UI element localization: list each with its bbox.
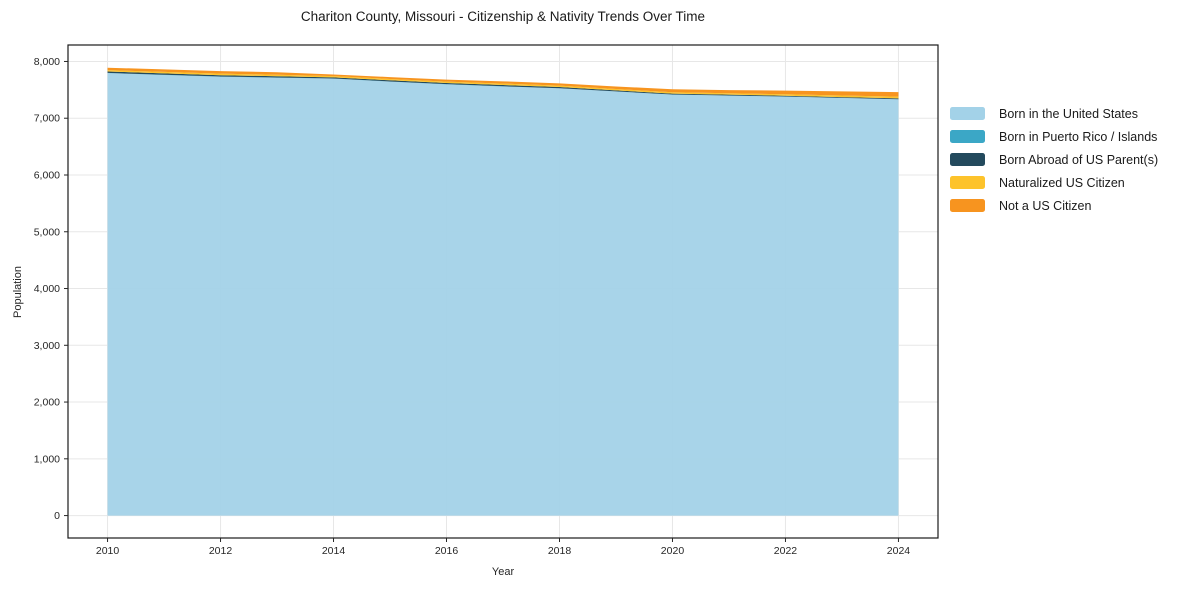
y-axis-label: Population bbox=[12, 266, 24, 318]
y-tick-label: 7,000 bbox=[34, 113, 60, 125]
area-series-3 bbox=[107, 70, 899, 99]
legend-item-2: Born Abroad of US Parent(s) bbox=[950, 148, 1158, 171]
y-tick-label: 1,000 bbox=[34, 453, 60, 465]
x-tick-label: 2024 bbox=[887, 545, 911, 557]
x-tick-label: 2010 bbox=[96, 545, 120, 557]
area-series-1 bbox=[107, 72, 899, 100]
y-tick-label: 5,000 bbox=[34, 226, 60, 238]
legend-item-1: Born in Puerto Rico / Islands bbox=[950, 125, 1158, 148]
x-tick-label: 2014 bbox=[322, 545, 346, 557]
plot-border bbox=[67, 44, 939, 539]
legend-swatch-icon bbox=[950, 107, 985, 120]
legend-item-3: Naturalized US Citizen bbox=[950, 171, 1158, 194]
y-tick-label: 8,000 bbox=[34, 56, 60, 68]
area-series-2 bbox=[107, 71, 899, 100]
legend-label: Born in the United States bbox=[999, 106, 1138, 121]
y-tick-label: 2,000 bbox=[34, 397, 60, 409]
legend-swatch-icon bbox=[950, 153, 985, 166]
legend-label: Not a US Citizen bbox=[999, 198, 1092, 213]
area-series-0 bbox=[107, 73, 899, 516]
legend-label: Naturalized US Citizen bbox=[999, 175, 1125, 190]
y-tick-label: 3,000 bbox=[34, 340, 60, 352]
legend-label: Born in Puerto Rico / Islands bbox=[999, 129, 1158, 144]
x-tick-label: 2016 bbox=[435, 545, 459, 557]
legend-swatch-icon bbox=[950, 199, 985, 212]
x-axis-label: Year bbox=[491, 566, 515, 578]
x-tick-label: 2012 bbox=[209, 545, 233, 557]
legend-item-0: Born in the United States bbox=[950, 102, 1158, 125]
legend-swatch-icon bbox=[950, 176, 985, 189]
x-tick-label: 2018 bbox=[548, 545, 572, 557]
y-tick-label: 6,000 bbox=[34, 169, 60, 181]
legend-item-4: Not a US Citizen bbox=[950, 194, 1158, 217]
legend-swatch-icon bbox=[950, 130, 985, 143]
chart-title: Chariton County, Missouri - Citizenship … bbox=[300, 9, 706, 24]
legend: Born in the United States Born in Puerto … bbox=[950, 102, 1158, 217]
y-tick-label: 0 bbox=[54, 510, 60, 522]
legend-label: Born Abroad of US Parent(s) bbox=[999, 152, 1159, 167]
area-series-4 bbox=[107, 67, 899, 97]
x-tick-label: 2020 bbox=[661, 545, 685, 557]
x-tick-label: 2022 bbox=[774, 545, 798, 557]
y-tick-label: 4,000 bbox=[34, 283, 60, 295]
